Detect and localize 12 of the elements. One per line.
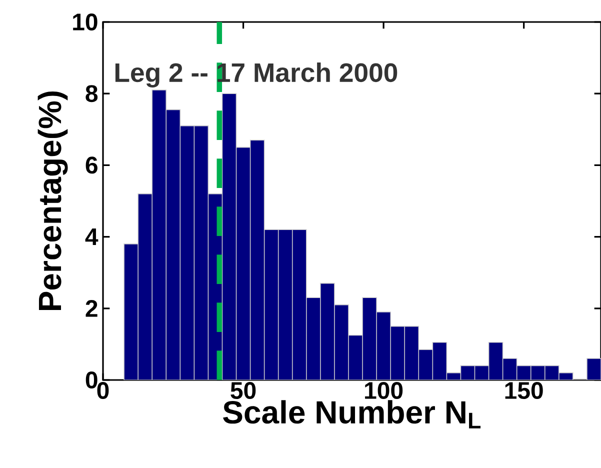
x-tick-label: 100: [365, 382, 403, 400]
y-axis-title: Percentage(%): [38, 91, 68, 310]
y-tick-label: 4: [85, 228, 98, 246]
y-tick-label: 6: [86, 156, 98, 174]
x-tick-label: 50: [230, 382, 256, 400]
y-tick-label: 8: [86, 85, 98, 102]
y-tick-label: 2: [86, 300, 98, 317]
y-tick-label: 10: [73, 13, 98, 30]
x-tick-label: 0: [97, 382, 109, 400]
x-axis-title: Scale Number N$_{L}$: [223, 400, 481, 428]
y-tick-label: 0: [86, 371, 98, 388]
x-tick-label: 150: [505, 382, 543, 400]
